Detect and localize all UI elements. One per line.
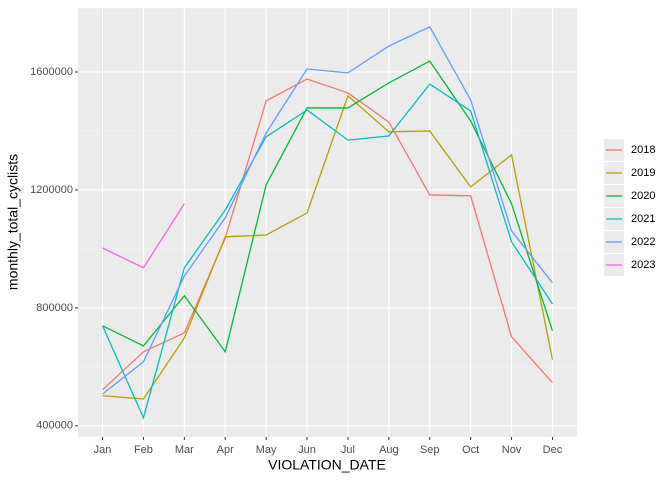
x-tick-label: Mar: [175, 444, 194, 456]
x-tick-label: Jan: [94, 444, 112, 456]
series-line: [102, 26, 553, 395]
panel: [78, 8, 577, 437]
legend-label: 2023: [631, 259, 655, 271]
x-tick-label: Feb: [134, 444, 153, 456]
x-tick-label: Sep: [420, 444, 440, 456]
y-tick-label: 400000: [36, 420, 73, 432]
series-line: [102, 203, 185, 269]
x-tick-label: May: [256, 444, 277, 456]
x-tick-label: Aug: [379, 444, 399, 456]
x-tick-label: Oct: [462, 444, 479, 456]
legend-label: 2018: [631, 144, 655, 156]
y-tick-label: 800000: [36, 302, 73, 314]
series-line: [102, 94, 554, 400]
x-tick-label: Jun: [298, 444, 316, 456]
y-tick-label: 1200000: [30, 184, 73, 196]
y-axis-title: monthly_total_cyclists: [5, 154, 21, 290]
x-tick-label: Nov: [502, 444, 522, 456]
y-tick-label: 1600000: [30, 66, 73, 78]
x-tick-label: Apr: [217, 444, 234, 456]
legend-label: 2021: [631, 213, 655, 225]
legend-label: 2019: [631, 167, 655, 179]
series-line: [102, 78, 553, 391]
series-line: [101, 83, 554, 420]
legend-label: 2022: [631, 236, 655, 248]
x-tick-label: Jul: [341, 444, 355, 456]
x-tick-label: Dec: [543, 444, 563, 456]
x-axis-title: VIOLATION_DATE: [268, 457, 386, 473]
legend-label: 2020: [631, 190, 655, 202]
